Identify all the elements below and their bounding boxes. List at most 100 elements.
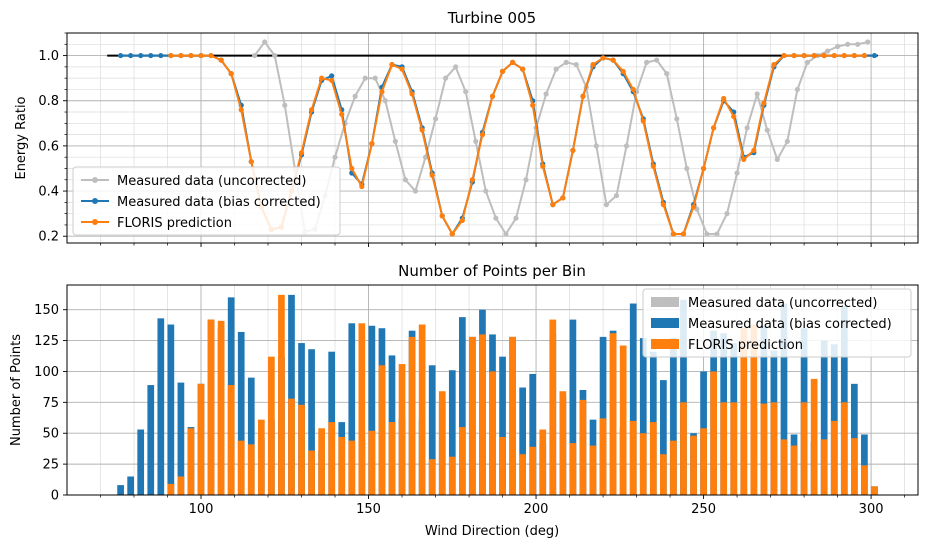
bar-series-2 [770,402,778,495]
series-0-point [563,59,569,65]
series-2-point [731,113,737,120]
series-0-point [613,192,620,199]
bar-series-2 [378,365,386,495]
series-0-point [402,177,408,183]
series-2-point [469,177,475,183]
y-tick-label: 50 [42,427,59,442]
series-2-point [590,62,596,68]
bar-series-2 [288,398,295,495]
series-0-point [442,75,449,81]
series-0-point [422,154,429,160]
series-0-point [412,188,419,194]
series-0-point [543,91,549,97]
series-0-point [664,71,670,77]
series-0-point [372,75,378,81]
series-2-point [861,52,867,59]
points-per-bin-title: Number of Points per Bin [398,262,586,280]
series-0-point [734,170,740,176]
series-2-point [449,231,455,237]
bar-series-2 [800,402,808,495]
points-legend-label-bias-corrected: Measured data (bias corrected) [688,317,892,332]
series-2-point [741,156,747,163]
bar-series-2 [489,371,496,495]
y-tick-label: 0.4 [38,185,59,200]
series-2-point [429,172,435,178]
series-2-point [459,217,465,224]
bar-series-2 [197,383,205,495]
series-1-point [871,52,878,59]
bar-series-1 [660,380,667,495]
series-1-point [329,73,335,79]
series-2-point [771,62,777,68]
series-1-point [128,52,134,59]
series-2-point [570,147,576,154]
bar-series-1 [529,373,537,495]
points-per-bin-plot: Number of Points per Bin 100 150 200 250 300… [9,262,919,539]
bar-series-2 [710,371,717,495]
bar-series-1 [680,299,687,495]
bar-series-1 [861,434,868,495]
points-legend-swatch-uncorrected [651,297,679,307]
bar-series-2 [509,336,516,495]
bar-series-1 [780,303,788,495]
series-2-point [308,107,315,113]
series-0-point [834,43,841,50]
series-2-point [439,213,445,219]
series-2-point [580,93,586,99]
series-2-point [218,57,224,63]
series-0-point [804,59,811,65]
bar-series-1 [137,429,145,495]
series-2-point [329,77,335,84]
bar-series-2 [428,459,436,495]
series-0-point [473,138,479,144]
bar-series-2 [700,428,707,495]
series-2-point [700,165,707,172]
series-2-point [801,52,807,59]
series-2-point [248,159,254,165]
series-0-point [774,156,780,163]
series-2-point [620,68,626,74]
series-2-point [399,66,405,72]
bar-series-2 [649,422,657,495]
bar-series-2 [670,440,677,495]
series-0-point [684,165,690,172]
bar-series-1 [177,382,185,495]
bar-series-2 [861,465,868,495]
series-2-point [721,95,727,102]
series-2-point [650,163,656,169]
series-0-point [282,102,288,108]
series-0-point [352,93,358,99]
series-0-point [764,127,770,133]
bar-series-2 [328,422,336,495]
bar-series-2 [358,323,366,495]
series-line-0 [253,41,868,235]
series-0-point [704,231,710,237]
series-2-point [630,86,636,93]
bar-series-1 [830,344,838,495]
series-0-point [824,48,831,54]
series-2-point [369,141,375,147]
bar-series-2 [639,433,647,495]
bar-series-1 [167,324,175,495]
x-tick-label: 200 [524,502,549,517]
series-0-point [252,52,258,59]
series-0-point [754,91,760,97]
bar-series-2 [298,404,305,495]
series-2-point [228,71,234,77]
x-tick-label: 300 [859,502,884,517]
series-0-point [865,39,871,45]
series-2-point [751,147,757,154]
series-0-point [623,143,630,149]
series-2-point [670,231,677,237]
bar-series-2 [237,440,245,495]
bar-series-2 [559,391,567,495]
x-tick-label: 100 [189,502,214,517]
legend-label-floris: FLORIS prediction [117,216,232,231]
series-2-point [188,52,194,59]
bar-series-2 [599,418,607,495]
series-2-point [791,52,797,59]
bar-series-2 [740,328,748,495]
series-2-point [198,52,204,59]
y-tick-label: 75 [42,396,59,411]
series-2-point [389,62,395,68]
